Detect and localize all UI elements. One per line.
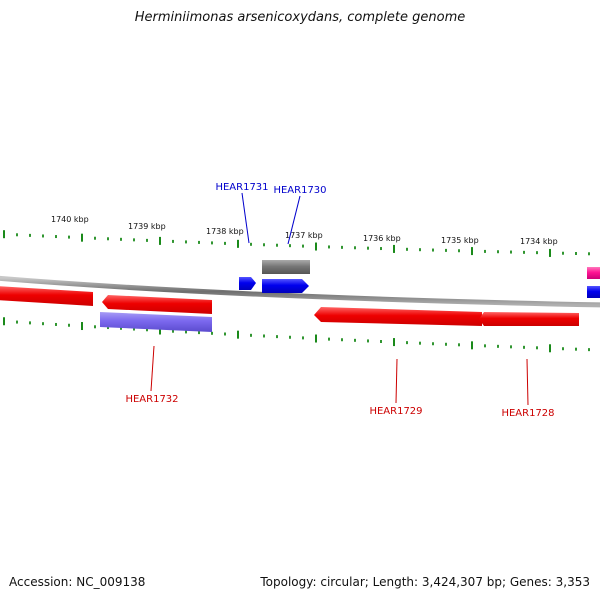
genome-backbone [0,275,600,308]
gene-hear1729-arrow[interactable] [314,307,482,326]
genome-title: Herminiimonas arsenicoxydans, complete g… [134,10,466,25]
gene-hear1732-rna-bar[interactable] [100,312,212,332]
gene-forward-edge-pink[interactable] [587,267,600,279]
gene-hear1731-arrow[interactable] [239,277,256,290]
gene-hear1732-arrow[interactable] [102,295,212,314]
gene-label-hear1728[interactable]: HEAR1728 [501,408,554,419]
scale-label-1738: 1738 kbp [206,227,244,236]
accession-text: Accession: NC_009138 [9,575,146,589]
leader-hear1729 [395,358,398,404]
scale-label-1734: 1734 kbp [520,237,558,246]
gene-label-hear1729[interactable]: HEAR1729 [369,406,422,417]
gene-hear1730-arrow[interactable] [262,279,309,293]
gene-hear1728-arrow[interactable] [479,312,579,326]
leader-hear1731 [241,192,250,244]
leader-hear1732 [150,345,155,392]
scale-label-1739: 1739 kbp [128,222,166,231]
gene-left-edge-arrow[interactable] [0,286,93,306]
gene-label-hear1732[interactable]: HEAR1732 [125,394,178,405]
scale-label-1737: 1737 kbp [285,231,323,240]
leader-hear1728 [526,358,529,406]
scale-label-1736: 1736 kbp [363,234,401,243]
gene-hear1730-pseudo-bar[interactable] [262,260,310,274]
gene-label-hear1731[interactable]: HEAR1731 [215,182,268,193]
scale-label-1740: 1740 kbp [51,215,89,224]
genome-summary-text: Topology: circular; Length: 3,424,307 bp… [260,575,590,589]
leader-hear1730 [287,195,301,245]
scale-label-1735: 1735 kbp [441,236,479,245]
scale-ticks-inner [3,317,590,353]
scale-ticks-outer [3,230,590,257]
gene-label-hear1730[interactable]: HEAR1730 [273,185,326,196]
gene-forward-edge-blue[interactable] [587,286,600,298]
